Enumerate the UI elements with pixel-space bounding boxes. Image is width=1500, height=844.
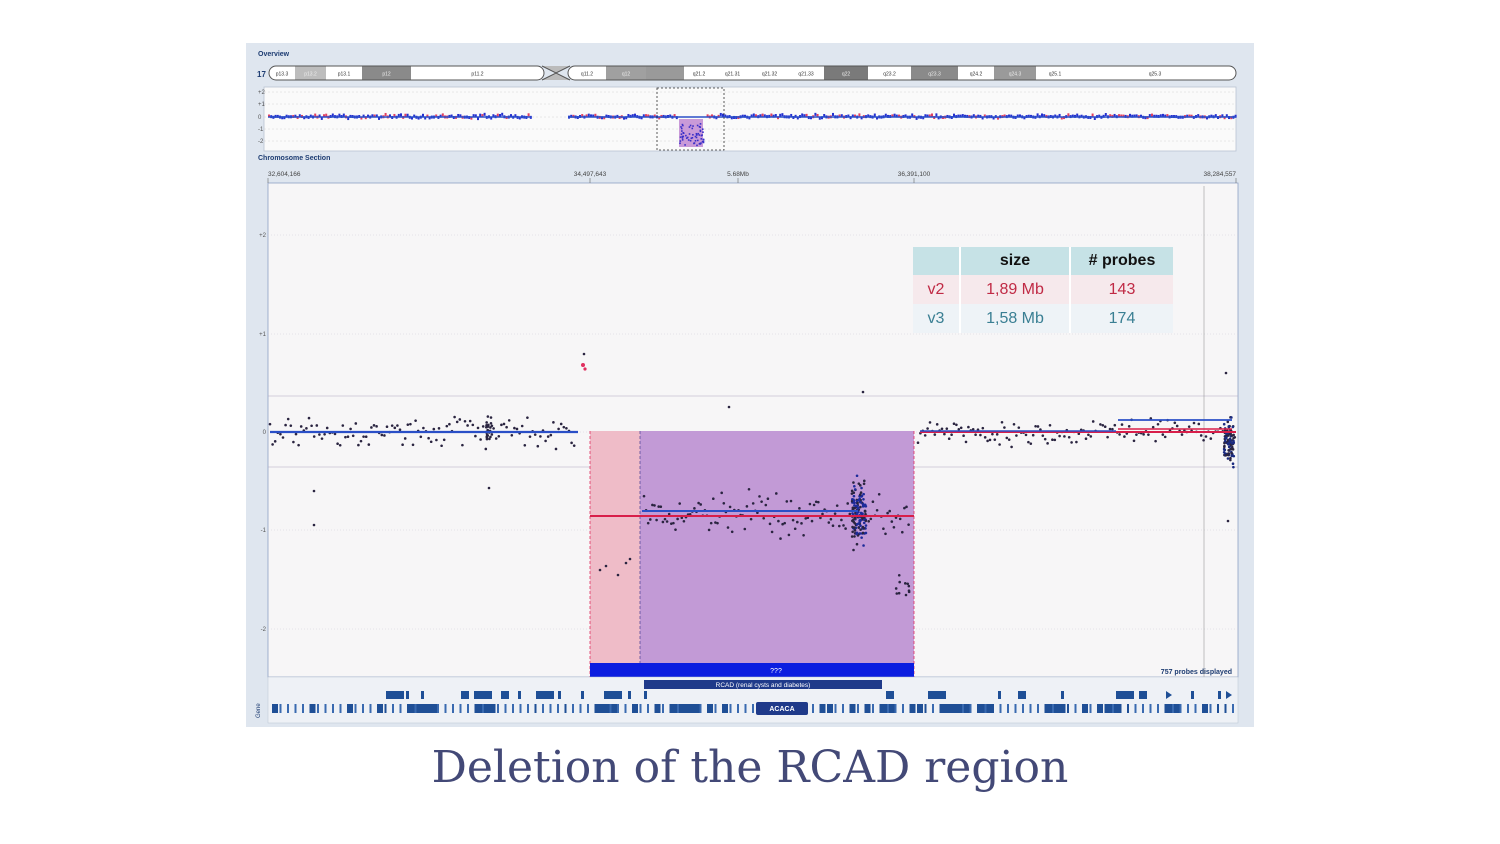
ideogram-band-label: q11.2 — [581, 72, 593, 78]
cnv-call-bar[interactable] — [590, 663, 914, 677]
overview-title: Overview — [258, 51, 290, 58]
size-cell: 1,58 Mb — [960, 304, 1071, 333]
overview-y-tick: 0 — [258, 115, 262, 121]
y-axis-tick: +2 — [259, 233, 267, 239]
cytogenomics-viewer: Overview 17 p13.3 p13.2 p13.1 p12 p11.2 q11.… — [246, 43, 1254, 727]
overview-y-tick: +2 — [258, 90, 266, 96]
cnv-call-label: ??? — [770, 668, 782, 675]
ideogram-band-label: q24.2 — [970, 72, 983, 78]
ideogram-band-label: q25.3 — [1149, 72, 1162, 78]
ideogram-band-label: q21.33 — [798, 72, 814, 78]
rcad-gene-region[interactable] — [644, 680, 882, 689]
overview-y-tick: -1 — [258, 127, 264, 133]
probes-cell: 174 — [1070, 304, 1173, 333]
chromosome-section-plot[interactable]: 32,604,166 34,497,643 5.68Mb 36,391,100 38,2… — [246, 43, 1254, 727]
ideogram-band-label: p12 — [382, 72, 391, 78]
ideogram-band-label: p11.2 — [471, 72, 483, 78]
ideogram-band-label: p13.2 — [304, 72, 317, 78]
ideogram-band-label: p13.3 — [276, 72, 289, 78]
coordinate-label: 32,604,166 — [268, 171, 301, 178]
table-header-empty — [913, 247, 961, 275]
table-header-probes: # probes — [1070, 247, 1173, 275]
table-row-v2: v2 1,89 Mb 143 — [913, 275, 1173, 304]
overview-y-tick: +1 — [258, 102, 266, 108]
y-axis-tick: -2 — [261, 627, 267, 633]
section-title: Chromosome Section — [258, 155, 331, 162]
ideogram-band-label: q24.3 — [1009, 72, 1022, 78]
probes-cell: 143 — [1070, 275, 1173, 304]
coordinate-label: 38,284,557 — [1203, 171, 1236, 178]
slide-caption: Deletion of the RCAD region — [431, 742, 1069, 793]
version-cell: v3 — [913, 304, 961, 333]
deletion-region-v3[interactable] — [640, 431, 914, 665]
ideogram-band-label: q25.1 — [1049, 72, 1062, 78]
table-header-size: size — [960, 247, 1071, 275]
gene-acaca-label: ACACA — [769, 706, 794, 713]
ideogram-band-label: q23.2 — [883, 72, 896, 78]
ideogram-band-label: q21.32 — [762, 72, 778, 78]
overview-y-tick: -2 — [258, 139, 264, 145]
ideogram-band-label: q23.3 — [928, 72, 941, 78]
ideogram-band-label: q21.31 — [725, 72, 741, 78]
overview-selection-box[interactable] — [656, 87, 725, 151]
table-row-v3: v3 1,58 Mb 174 — [913, 304, 1173, 333]
ideogram-band-label: q21.2 — [693, 72, 706, 78]
coordinate-label: 5.68Mb — [727, 171, 749, 178]
overview-plot[interactable]: +2 +1 0 -1 -2 — [246, 43, 1254, 155]
probes-displayed: 757 probes displayed — [1161, 669, 1232, 676]
ideogram-band-label: q12 — [622, 72, 631, 78]
coordinate-label: 36,391,100 — [898, 171, 931, 178]
deletion-region-v2[interactable] — [590, 431, 640, 665]
coordinate-label: 34,497,643 — [574, 171, 607, 178]
y-axis-tick: 0 — [263, 430, 267, 436]
ideogram-band-label: q22 — [842, 72, 851, 78]
gene-track-label: Gene — [256, 703, 262, 718]
y-axis-tick: -1 — [261, 528, 267, 534]
rcad-gene-region-label: RCAD (renal cysts and diabetes) — [716, 682, 811, 689]
gene-acaca[interactable] — [756, 702, 808, 715]
version-cell: v2 — [913, 275, 961, 304]
y-axis-tick: +1 — [259, 332, 267, 338]
ideogram-band-label: p13.1 — [338, 72, 351, 78]
chromosome-number: 17 — [257, 70, 266, 79]
chromosome-ideogram[interactable]: p13.3 p13.2 p13.1 p12 p11.2 q11.2 q12 q21.2 q21… — [246, 61, 1254, 83]
probe-size-table: size # probes v2 1,89 Mb 143 v3 1,58 Mb … — [913, 247, 1173, 333]
size-cell: 1,89 Mb — [960, 275, 1071, 304]
